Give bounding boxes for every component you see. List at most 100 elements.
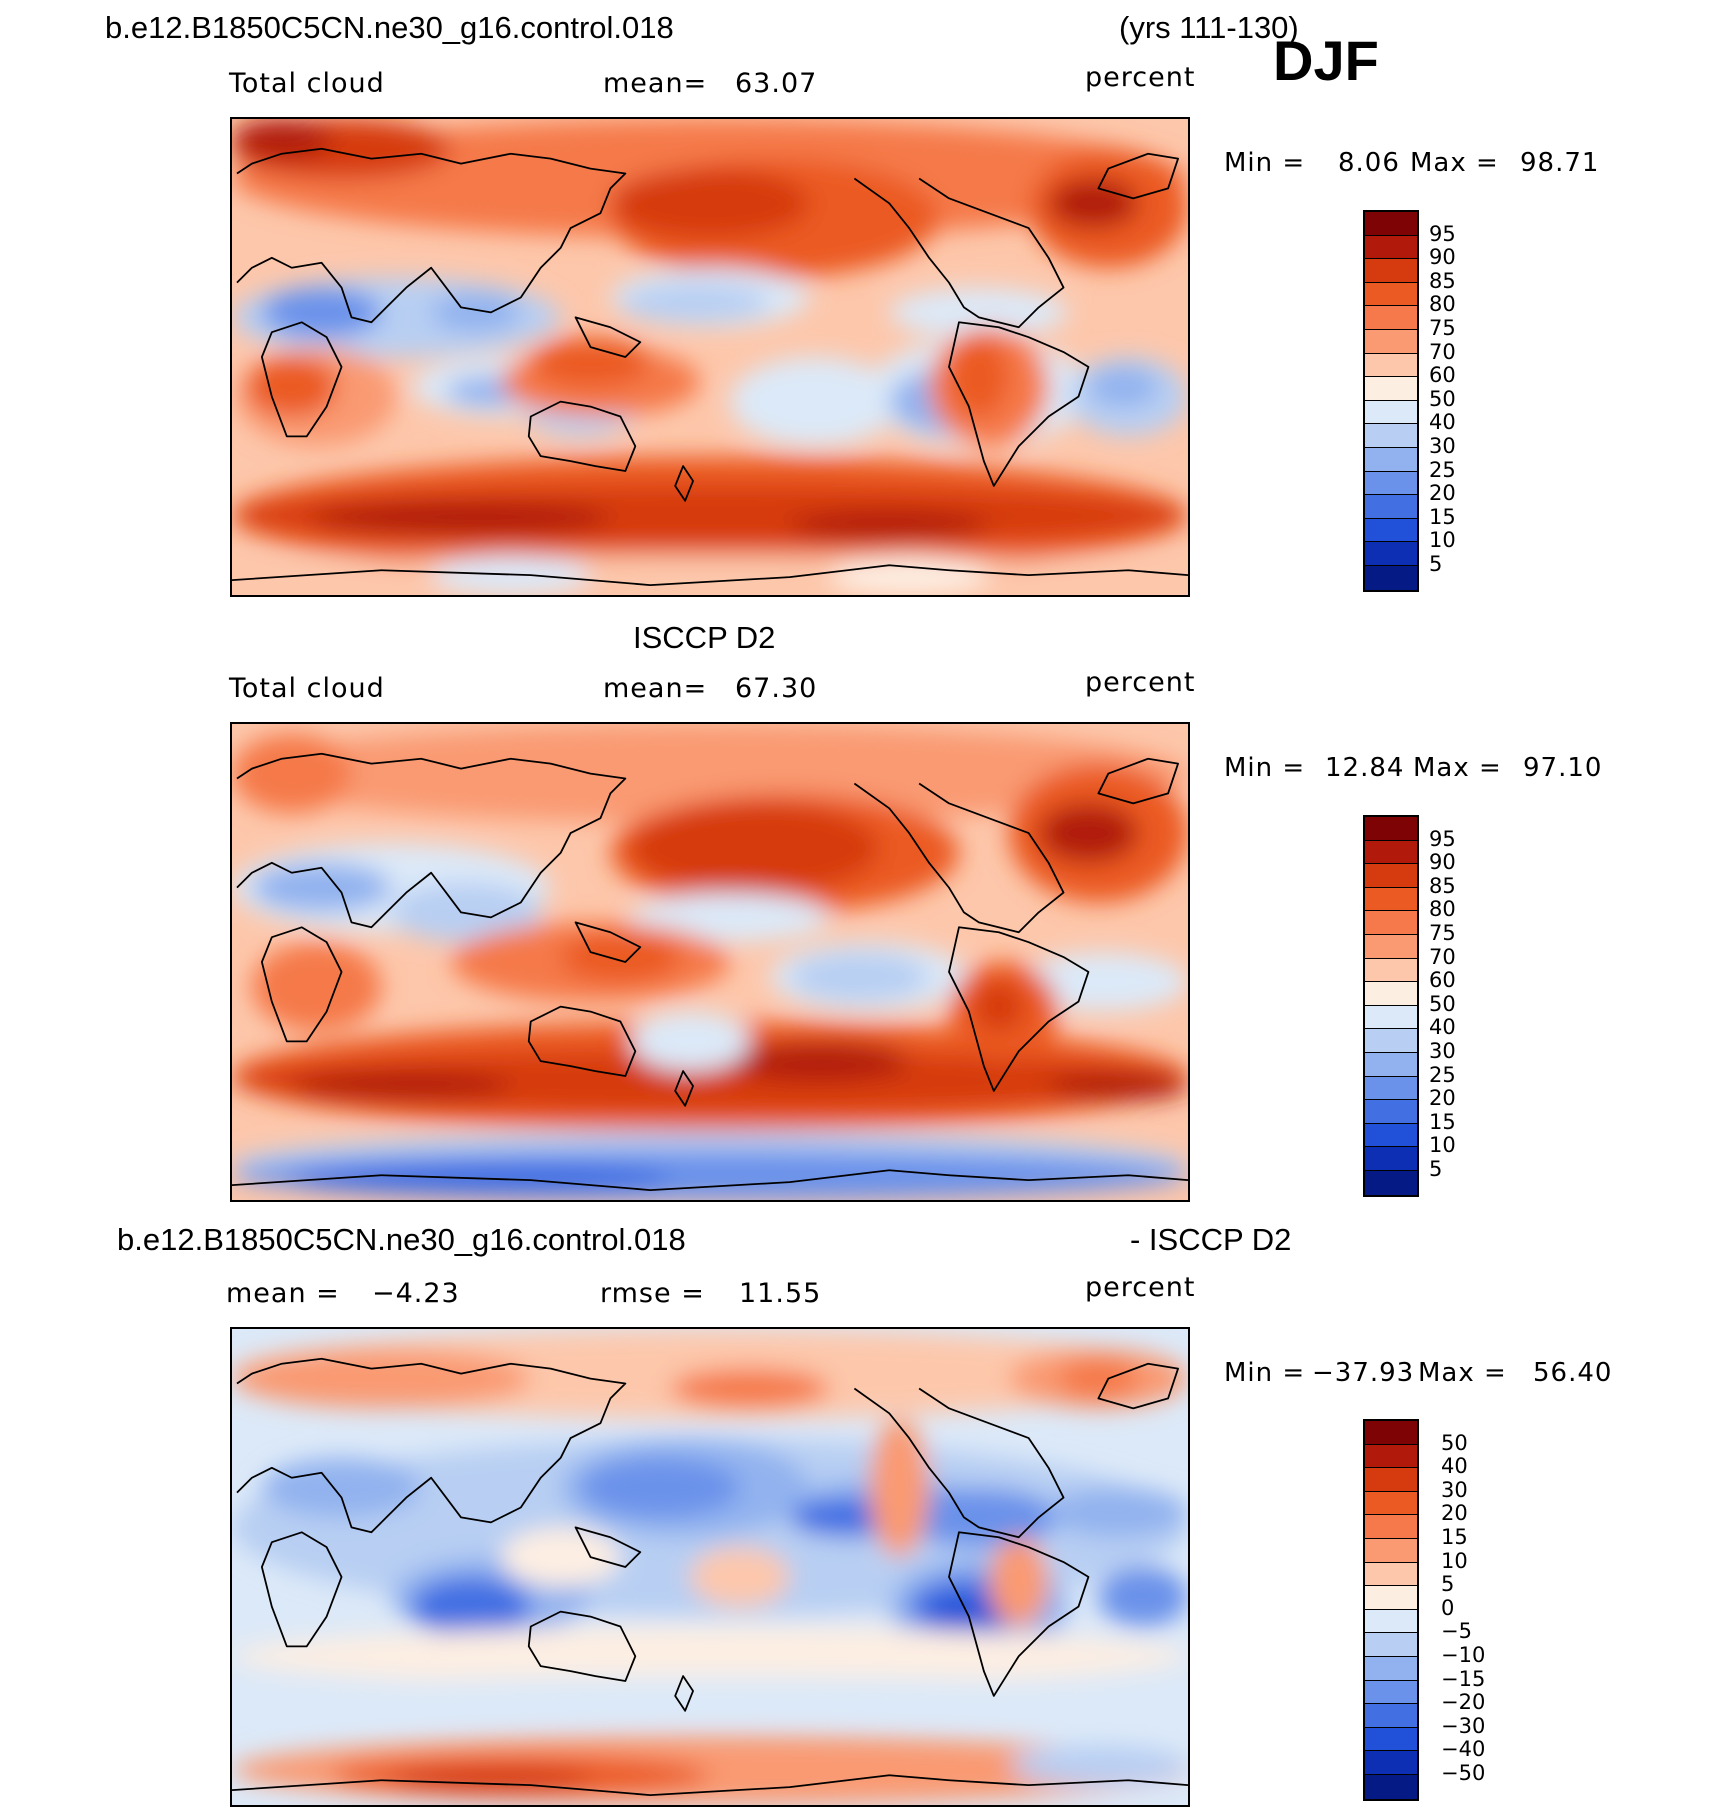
coastline [574,1526,642,1568]
panel3-units: percent [1085,1272,1196,1303]
panel3-mean-label: mean = [226,1278,340,1309]
panel2-mean-value: 67.30 [735,673,818,704]
cloud-field-contour [232,1626,1188,1686]
colorbar-tick-label: 10 [1441,1548,1468,1573]
colorbar-swatch [1365,1029,1417,1053]
panel1-mean-value: 63.07 [735,68,818,99]
coastline [674,1070,694,1107]
coastline [260,321,343,438]
panel1-mean-label: mean= [603,68,708,99]
cloud-field-contour [1098,1567,1188,1627]
panel3-max-label: Max = [1418,1358,1507,1388]
colorbar-swatch [1365,212,1417,236]
cloud-field-contour [729,1041,910,1081]
cloud-field-contour [242,1676,1188,1716]
colorbar-swatch [1365,565,1417,590]
coastline [948,1531,1090,1697]
panel1-units: percent [1085,62,1196,93]
colorbar-tick-label: −30 [1441,1713,1486,1738]
colorbar-tick-label: 15 [1441,1525,1468,1549]
cloud-field-contour [949,337,1009,417]
colorbar-tick-label: −40 [1441,1737,1486,1762]
cloud-field-contour [690,1547,790,1607]
coastline [236,1357,627,1534]
panel3-min-label: Min = [1224,1358,1306,1388]
colorbar-swatch [1365,911,1417,935]
colorbar-swatch [1365,958,1417,983]
colorbar-tick-label: 10 [1429,1133,1456,1158]
colorbar-tick-label: 75 [1429,921,1456,945]
cloud-field-contour [859,1755,1019,1786]
cloud-field-contour [1008,1745,1188,1786]
panel3-mean-value: −4.23 [372,1278,460,1309]
coastline [232,1169,1188,1191]
colorbar-tick-label: 25 [1429,457,1456,482]
colorbar-tick-label: 85 [1429,873,1456,898]
panel1-colorbar: 95 90 85 80 75 70 60 50 40 30 25 20 15 10 5 [1363,210,1456,592]
colorbar-tick-label: 75 [1429,316,1456,340]
colorbar-swatch [1365,982,1417,1006]
colorbar-swatch [1365,1444,1417,1469]
cloud-field-contour [232,733,352,814]
panel2-variable-label: Total cloud [229,673,385,704]
panel1-map [230,117,1190,597]
colorbar-swatch [1365,1515,1417,1539]
coastline [948,321,1090,487]
panel1-variable-label: Total cloud [229,68,385,99]
cloud-field-contour [291,1071,511,1101]
panel2-min-label: Min = [1224,753,1306,783]
colorbar-tick-label: 70 [1429,339,1456,364]
cloud-field-contour [431,292,521,333]
cloud-field-contour [530,337,651,387]
cloud-field-contour [789,510,989,541]
colorbar-tick-label: −15 [1441,1666,1486,1691]
colorbar-swatches [1363,1419,1419,1801]
colorbar-swatch [1365,471,1417,496]
colorbar-swatch [1365,1005,1417,1030]
coastline [527,400,637,472]
colorbar-swatch [1365,1491,1417,1516]
colorbar-swatch [1365,817,1417,841]
panel1-max-value: 98.71 [1520,148,1600,178]
colorbar-tick-label: 40 [1441,1454,1468,1479]
colorbar-tick-label: 20 [1441,1501,1468,1526]
colorbar-tick-label: 50 [1441,1430,1468,1455]
colorbar-swatch [1365,1100,1417,1124]
coastline [527,1005,637,1077]
colorbar-swatch [1365,1633,1417,1657]
cloud-field-contour [829,555,989,595]
colorbar-tick-label: 15 [1429,1109,1456,1134]
colorbar-swatches [1363,815,1419,1197]
colorbar-tick-label: 15 [1429,504,1456,529]
panel3-title-left: b.e12.B1850C5CN.ne30_g16.control.018 [117,1222,686,1257]
cloud-field-contour [988,1537,1049,1627]
cloud-field-contour [630,1011,750,1072]
colorbar-swatch [1365,282,1417,307]
colorbar-tick-label: 85 [1429,268,1456,293]
colorbar-swatch [1365,1123,1417,1148]
cloud-field-contour [411,1576,531,1637]
panel2-max-label: Max = [1413,753,1502,783]
colorbar-tick-label: 10 [1429,528,1456,553]
colorbar-swatch [1365,1704,1417,1728]
colorbar-tick-label: 30 [1441,1477,1468,1502]
cloud-field-contour [1048,1487,1188,1538]
colorbar-tick-label: 40 [1429,410,1456,435]
colorbar-tick-label: −20 [1441,1690,1486,1715]
colorbar-swatch [1365,840,1417,865]
colorbar-swatch [1365,1656,1417,1681]
colorbar-tick-label: −10 [1441,1643,1486,1667]
colorbar-swatch [1365,1751,1417,1775]
colorbar-swatch [1365,1774,1417,1799]
colorbar-tick-label: 25 [1429,1062,1456,1087]
panel2-title: ISCCP D2 [633,620,776,655]
season-label: DJF [1273,29,1379,92]
cloud-field-contour [232,1348,531,1409]
coastline [260,1531,343,1648]
coastline [236,752,627,929]
cloud-field-contour [829,1160,1029,1191]
colorbar-swatch [1365,447,1417,472]
panel2-map [230,722,1190,1202]
coastline [853,782,1065,934]
colorbar-tick-label: 20 [1429,1086,1456,1111]
